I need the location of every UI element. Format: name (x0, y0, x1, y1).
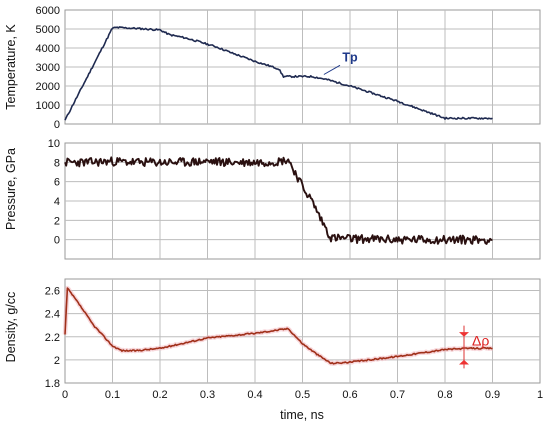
density-x-tick-label: 0 (62, 389, 68, 401)
density-y-tick-label: 2.4 (45, 309, 60, 321)
pressure-y-tick-label: 6 (54, 177, 60, 189)
pressure-panel: 0 2 4 6 8 10 (48, 138, 541, 260)
density-y-tick-label: 1.8 (45, 378, 60, 390)
delta-rho-label: Δρ (472, 332, 489, 348)
density-x-tick-label: 0.8 (437, 389, 452, 401)
pressure-y-tick-label: 0 (54, 235, 60, 247)
delta-rho-arrow-bottom (459, 359, 469, 365)
temperature-y-tick-label: 3000 (36, 62, 60, 74)
temperature-y-tick-label: 5000 (36, 24, 60, 36)
pressure-y-tick-label: 8 (54, 157, 60, 169)
density-axis-label: Density, g/cc (4, 292, 18, 363)
density-panel: 1.8 2 2.2 2.4 2.6 0 0.1 0.2 0.3 0.4 0.5 0.6 0.7 0.8 0.… (45, 278, 543, 401)
density-x-tick-label: 0.2 (152, 389, 167, 401)
tp-annotation-leader (323, 64, 341, 75)
density-y-tick-label: 2.2 (45, 332, 60, 344)
density-x-tick-label: 0.6 (342, 389, 357, 401)
temperature-y-tick-label: 2000 (36, 81, 60, 93)
temperature-y-tick-label: 0 (54, 119, 60, 131)
density-x-tick-label: 0.1 (105, 389, 120, 401)
density-line (64, 287, 493, 365)
tp-annotation-label: Tp (342, 50, 358, 64)
temperature-y-tick-label: 6000 (36, 5, 60, 17)
density-x-tick-label: 0.9 (485, 389, 500, 401)
density-x-tick-label: 0.3 (200, 389, 215, 401)
pressure-y-tick-label: 4 (54, 196, 60, 208)
pressure-line (64, 156, 493, 245)
density-x-tick-label: 0.4 (247, 389, 262, 401)
density-x-tick-label: 0.5 (295, 389, 310, 401)
temperature-y-tick-label: 1000 (36, 100, 60, 112)
time-axis-label: time, ns (280, 408, 324, 422)
temperature-y-tick-label: 4000 (36, 43, 60, 55)
pressure-axis-label: Pressure, GPa (4, 148, 18, 230)
temperature-panel: 0 1000 2000 3000 4000 5000 6000 Tp (36, 5, 541, 131)
temperature-axis-label: Temperature, K (4, 24, 18, 110)
delta-rho-arrow-top (459, 332, 469, 337)
density-y-tick-label: 2.6 (45, 286, 60, 298)
density-y-tick-label: 2 (54, 355, 60, 367)
pressure-y-tick-label: 2 (54, 215, 60, 227)
pressure-y-tick-label: 10 (48, 138, 60, 150)
temperature-line (64, 26, 493, 121)
density-x-tick-label: 0.7 (390, 389, 405, 401)
density-x-tick-label: 1 (537, 389, 543, 401)
